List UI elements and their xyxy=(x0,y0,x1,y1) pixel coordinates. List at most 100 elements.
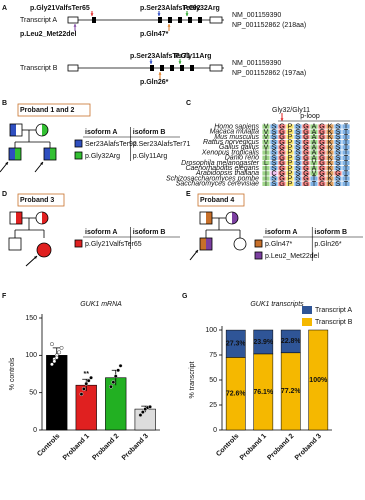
male-symbol xyxy=(9,123,23,137)
significance: ** xyxy=(84,371,90,378)
arrow-head xyxy=(178,61,182,64)
residue: G xyxy=(319,129,324,136)
half xyxy=(15,238,21,250)
data-point xyxy=(116,368,121,373)
data-point xyxy=(50,362,54,367)
panel-label: F xyxy=(2,293,7,300)
residue: S xyxy=(296,181,301,188)
color-key xyxy=(254,239,263,248)
residue: S xyxy=(296,171,301,178)
bar-segment xyxy=(308,329,329,431)
half xyxy=(42,124,48,136)
bar-segment xyxy=(225,329,246,358)
residue: I xyxy=(265,181,267,188)
arrow-head xyxy=(149,61,153,64)
male-symbol xyxy=(8,237,22,251)
residue: P xyxy=(288,150,293,157)
arrow-head xyxy=(280,118,284,121)
residue: S xyxy=(296,124,301,131)
accession: NP_001152862 (197aa) xyxy=(232,70,306,77)
exon xyxy=(180,65,184,71)
exon xyxy=(92,17,96,23)
bar-segment xyxy=(280,329,301,354)
y-tick-label: 150 xyxy=(25,315,37,322)
table-header: isoform A xyxy=(85,129,117,136)
utr xyxy=(209,64,223,72)
y-tick-label: 25 xyxy=(209,402,217,409)
x-tick-label: Proband 1 xyxy=(239,433,268,462)
x-tick-label: Proband 3 xyxy=(121,433,150,462)
residue: S xyxy=(336,150,341,157)
residue: P xyxy=(288,181,293,188)
residue: I xyxy=(265,171,267,178)
table-header: isoform A xyxy=(85,229,117,236)
data-point xyxy=(109,384,113,389)
residue: G xyxy=(279,150,284,157)
residue: G xyxy=(303,150,308,157)
residue: A xyxy=(312,145,317,152)
residue: G xyxy=(279,165,284,172)
half xyxy=(42,212,48,224)
residue: P xyxy=(288,145,293,152)
residue: S xyxy=(272,139,277,146)
residue: T xyxy=(344,145,349,152)
table-header: isoform B xyxy=(133,129,166,136)
utr xyxy=(67,64,79,72)
half xyxy=(234,238,240,250)
residue: G xyxy=(279,155,284,162)
residue: G xyxy=(319,165,324,172)
residue: G xyxy=(303,124,308,131)
residue: G xyxy=(319,171,324,178)
residue: P xyxy=(288,160,293,167)
residue: P xyxy=(288,129,293,136)
panel-label: C xyxy=(186,100,191,107)
residue: G xyxy=(303,129,308,136)
y-tick-label: 100 xyxy=(205,327,217,334)
residue: P xyxy=(288,171,293,178)
utr xyxy=(209,16,223,24)
residue: G xyxy=(319,139,324,146)
data-point xyxy=(79,392,84,397)
proband-title: Proband 1 and 2 xyxy=(20,107,75,114)
half xyxy=(37,243,44,257)
residue: I xyxy=(265,165,267,172)
residue: T xyxy=(344,124,349,131)
value-label: 22.8% xyxy=(281,338,302,345)
residue: S xyxy=(296,150,301,157)
half xyxy=(15,148,21,160)
y-tick-label: 100 xyxy=(25,352,37,359)
value-label: 100% xyxy=(309,377,328,384)
residue: T xyxy=(312,176,317,183)
residue: A xyxy=(312,124,317,131)
table-header: isoform B xyxy=(314,229,347,236)
female-symbol xyxy=(225,211,239,225)
male-symbol xyxy=(43,147,57,161)
utr xyxy=(67,16,79,24)
species: Mus musculus xyxy=(214,134,259,141)
residue: I xyxy=(265,155,267,162)
exon xyxy=(188,17,192,23)
bar-segment xyxy=(253,329,274,355)
residue: V xyxy=(312,160,317,167)
variant: p.Gly21ValfsTer65 xyxy=(85,241,142,248)
x-tick-label: Controls xyxy=(36,433,61,458)
motif-label: p-loop xyxy=(300,113,320,120)
half xyxy=(232,212,238,224)
residue: G xyxy=(303,134,308,141)
data-point xyxy=(89,375,93,380)
bar xyxy=(75,384,97,431)
color-key xyxy=(74,139,83,148)
transcript-name: Transcript A xyxy=(20,17,57,24)
accession: NM_001159390 xyxy=(232,60,281,67)
residue: G xyxy=(319,160,324,167)
accession: NP_001152862 (218aa) xyxy=(232,22,306,29)
female-symbol xyxy=(35,123,49,137)
residue: S xyxy=(296,129,301,136)
residue: I xyxy=(265,150,267,157)
y-tick-label: 0 xyxy=(213,427,217,434)
variant: p.Gly11Arg xyxy=(133,153,168,160)
half xyxy=(36,124,42,136)
arrow-head xyxy=(73,24,77,27)
residue: A xyxy=(312,165,317,172)
